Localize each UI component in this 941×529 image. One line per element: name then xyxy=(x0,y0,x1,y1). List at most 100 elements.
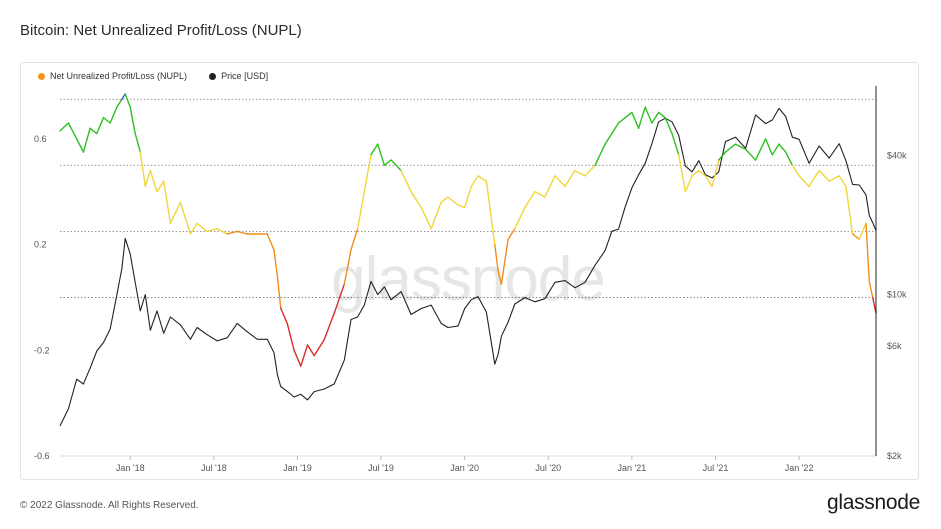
nupl-segment xyxy=(698,169,707,177)
nupl-segment xyxy=(300,344,309,367)
legend-dot-nupl-icon xyxy=(38,72,45,80)
x-tick-label: Jan '18 xyxy=(116,463,145,473)
nupl-segment xyxy=(544,175,556,198)
nupl-segment xyxy=(377,143,386,167)
nupl-segment xyxy=(604,132,613,145)
nupl-segment xyxy=(651,111,660,124)
nupl-segment xyxy=(350,227,359,251)
nupl-segment xyxy=(524,190,536,209)
nupl-segment xyxy=(477,175,488,182)
x-axis: Jan '18 Jul '18 Jan '19 Jul '19 Jan '20 Jul '… xyxy=(116,456,814,473)
nupl-segment xyxy=(865,222,870,283)
legend-item-price[interactable]: Price [USD] xyxy=(209,71,268,81)
nupl-segment xyxy=(420,206,432,230)
nupl-segment xyxy=(121,93,126,100)
nupl-series xyxy=(59,93,877,367)
x-tick-label: Jan '20 xyxy=(450,463,479,473)
nupl-segment xyxy=(574,169,586,177)
nupl-segment xyxy=(156,180,165,193)
nupl-segment xyxy=(778,143,787,153)
x-tick-label: Jul '21 xyxy=(703,463,729,473)
price-series xyxy=(59,107,877,427)
legend-label-price: Price [USD] xyxy=(221,71,269,81)
y-axis-left: 0.6 0.2 -0.2 -0.6 xyxy=(34,134,50,461)
nupl-segment xyxy=(440,196,449,204)
nupl-segment xyxy=(704,175,713,188)
y-right-tick-label: $2k xyxy=(887,451,902,461)
nupl-segment xyxy=(59,122,70,132)
nupl-segment xyxy=(134,132,142,153)
nupl-segment xyxy=(617,116,626,124)
legend-item-nupl[interactable]: Net Unrealized Profit/Loss (NUPL) xyxy=(38,71,187,81)
y-left-tick-label: -0.2 xyxy=(34,345,50,355)
nupl-segment xyxy=(96,116,105,135)
nupl-segment xyxy=(507,227,516,241)
nupl-segment xyxy=(485,180,496,246)
nupl-segment xyxy=(644,106,653,124)
x-tick-label: Jan '22 xyxy=(785,463,814,473)
nupl-segment xyxy=(470,175,479,188)
nupl-segment xyxy=(129,106,136,135)
nupl-segment xyxy=(306,344,315,357)
nupl-segment xyxy=(872,296,877,314)
nupl-segment xyxy=(457,204,466,209)
nupl-segment xyxy=(664,116,673,135)
nupl-segment xyxy=(657,111,666,119)
legend-label-nupl: Net Unrealized Profit/Loss (NUPL) xyxy=(50,71,188,81)
nupl-segment xyxy=(791,164,800,177)
y-left-tick-label: -0.6 xyxy=(34,451,50,461)
nupl-segment xyxy=(785,151,794,167)
x-tick-label: Jan '19 xyxy=(283,463,312,473)
nupl-segment xyxy=(838,175,847,188)
nupl-segment xyxy=(734,143,747,151)
nupl-segment xyxy=(631,111,640,130)
nupl-segment xyxy=(333,283,345,314)
nupl-segment xyxy=(370,143,379,156)
x-tick-label: Jan '21 xyxy=(617,463,646,473)
nupl-segment xyxy=(771,143,780,156)
nupl-segment xyxy=(678,153,687,193)
nupl-segment xyxy=(500,238,509,285)
nupl-segment xyxy=(67,122,78,140)
legend-dot-price-icon xyxy=(209,72,217,80)
y-left-tick-label: 0.2 xyxy=(34,240,47,250)
nupl-segment xyxy=(637,106,646,130)
nupl-segment xyxy=(82,127,91,153)
nupl-segment xyxy=(216,227,228,235)
nupl-segment xyxy=(144,169,152,188)
nupl-segment xyxy=(851,233,860,241)
nupl-segment xyxy=(383,159,392,167)
nupl-segment xyxy=(554,175,566,188)
nupl-segment xyxy=(514,206,526,230)
nupl-segment xyxy=(149,169,158,193)
nupl-segment xyxy=(286,323,295,351)
nupl-segment xyxy=(584,164,596,177)
x-tick-label: Jul '19 xyxy=(368,463,394,473)
nupl-segment xyxy=(102,116,111,124)
price-line xyxy=(59,107,877,427)
nupl-segment xyxy=(75,138,85,153)
y-right-tick-label: $40k xyxy=(887,151,907,161)
nupl-segment xyxy=(845,185,854,235)
nupl-segment xyxy=(89,127,98,135)
zone-gridlines xyxy=(60,98,876,457)
y-left-tick-label: 0.6 xyxy=(34,134,47,144)
nupl-segment xyxy=(724,143,737,153)
nupl-segment xyxy=(464,185,472,209)
nupl-segment xyxy=(323,312,335,341)
nupl-segment xyxy=(162,180,172,225)
brand-logo: glassnode xyxy=(826,491,920,514)
nupl-segment xyxy=(116,98,123,108)
nupl-segment xyxy=(313,339,325,357)
nupl-segment xyxy=(534,190,546,198)
nupl-segment xyxy=(711,159,720,188)
watermark: glassnode xyxy=(331,245,605,314)
x-tick-label: Jul '18 xyxy=(201,463,227,473)
nupl-segment xyxy=(276,275,282,309)
nupl-segment xyxy=(226,230,238,235)
nupl-segment xyxy=(109,106,118,124)
chart-frame xyxy=(20,62,919,480)
nupl-segment xyxy=(818,169,830,182)
nupl-segment xyxy=(293,349,302,367)
